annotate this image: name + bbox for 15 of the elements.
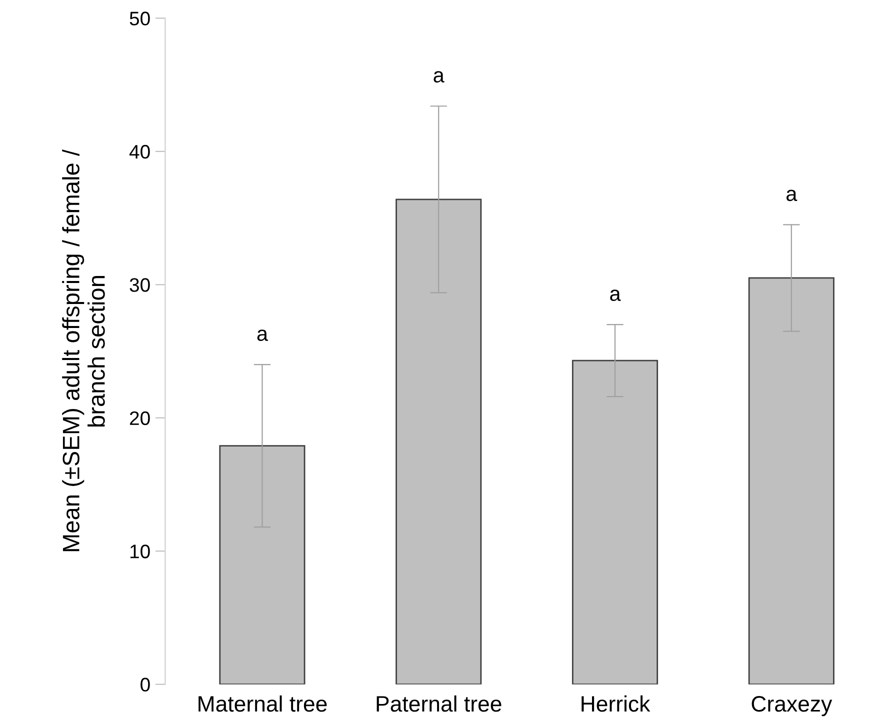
x-tick-label: Craxezy [752, 696, 832, 716]
annotation: a [434, 71, 444, 83]
y-tick-label: 0 [140, 678, 150, 692]
y-tick-label: 30 [130, 278, 150, 292]
y-tick-label: 40 [129, 144, 150, 159]
x-tick-label: Maternal tree [198, 695, 327, 712]
annotation: a [786, 190, 798, 202]
y-axis-title: Mean (±SEM) adult offspring / female / branch section [62, 149, 105, 552]
annotation: a [257, 330, 268, 342]
y-tick-label: 20 [130, 411, 150, 426]
annotation: a [610, 290, 621, 302]
x-tick-label: Herrick [582, 695, 650, 712]
y-tick-label: 10 [130, 544, 150, 558]
x-tick-label: Paternal tree [376, 695, 502, 712]
y-tick-label: 50 [130, 12, 150, 26]
